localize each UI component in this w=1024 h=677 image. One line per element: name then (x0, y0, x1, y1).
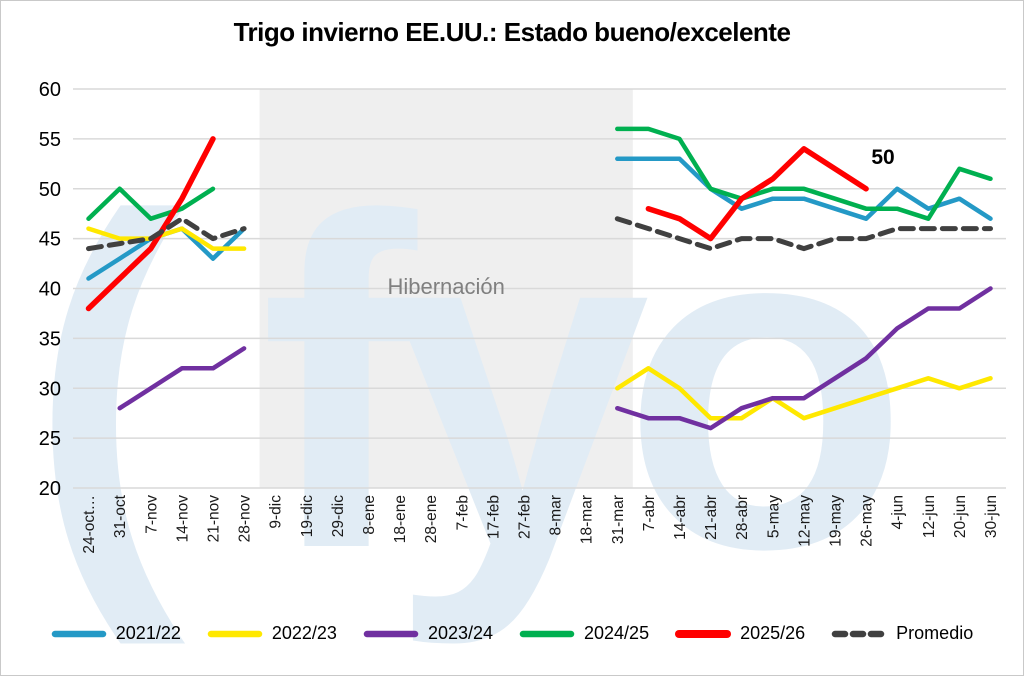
legend-swatch-icon (519, 630, 575, 637)
last-value-annotation: 50 (871, 146, 894, 169)
y-axis-tick-label: 55 (39, 129, 61, 151)
legend-item-Promedio: Promedio (831, 623, 973, 644)
x-axis-tick-label: 14-nov (174, 495, 191, 543)
series-line-2024-25 (86, 186, 216, 221)
series-line-2021-22 (615, 156, 993, 221)
y-axis-tick-label: 35 (39, 328, 61, 350)
legend-item-2021-22: 2021/22 (51, 623, 181, 644)
series-line-2022-23 (615, 366, 993, 421)
legend-label: 2024/25 (584, 623, 650, 643)
x-axis-tick-label: 28-abr (734, 495, 751, 540)
chart-legend: 2021/22 2022/23 2023/24 2024/25 2025/26 Prome… (1, 623, 1023, 644)
legend-label: Promedio (896, 623, 974, 643)
legend-item-2023-24: 2023/24 (363, 623, 493, 644)
x-axis-tick-label: 27-feb (516, 495, 533, 539)
y-axis-tick-label: 45 (39, 229, 61, 251)
x-axis-tick-label: 12-may (796, 495, 813, 547)
series-line-Promedio (86, 216, 247, 252)
legend-swatch-icon (51, 630, 107, 637)
x-axis-tick-label: 28-ene (423, 495, 440, 543)
x-axis-tick-label: 26-may (859, 495, 876, 547)
x-axis-tick-label: 18-ene (392, 495, 409, 543)
series-line-2022-23 (86, 226, 247, 251)
x-axis-tick-label: 18-mar (579, 495, 596, 544)
y-axis-tick-label: 60 (39, 79, 61, 101)
legend-label: 2021/22 (115, 623, 181, 643)
x-axis-tick-label: 28-nov (237, 495, 254, 543)
y-axis-tick-label: 20 (39, 478, 61, 500)
legend-item-2024-25: 2024/25 (519, 623, 649, 644)
x-axis-tick-label: 8-mar (548, 495, 565, 535)
legend-label: 2022/23 (271, 623, 337, 643)
x-axis-tick-label: 7-nov (143, 495, 160, 534)
x-axis-tick-label: 31-mar (610, 495, 627, 544)
y-axis-tick-label: 30 (39, 378, 61, 400)
legend-label: 2023/24 (427, 623, 494, 643)
hibernation-label: Hibernación (387, 274, 504, 299)
x-axis-tick-label: 19-dic (299, 495, 316, 537)
x-axis-tick-label: 14-abr (672, 495, 689, 540)
chart-title: Trigo invierno EE.UU.: Estado bueno/exce… (233, 17, 791, 47)
y-axis-tick-label: 40 (39, 279, 61, 301)
series-line-2023-24 (615, 286, 993, 431)
x-axis-tick-label: 21-nov (205, 495, 222, 543)
series-line-2024-25 (615, 126, 993, 221)
x-axis-tick-label: 7-feb (454, 495, 471, 530)
x-axis-tick-label: 5-may (765, 495, 782, 538)
legend-label: 2025/26 (740, 623, 806, 643)
x-axis-tick-label: 4-jun (890, 495, 907, 529)
series-line-2023-24 (117, 346, 247, 411)
y-axis-tick-label: 50 (39, 179, 61, 201)
x-axis-tick-label: 21-abr (703, 495, 720, 540)
x-axis-tick-label: 19-may (827, 495, 844, 547)
x-axis-tick-label: 17-feb (485, 495, 502, 539)
legend-swatch-icon (831, 630, 887, 637)
series-line-Promedio (614, 216, 993, 252)
legend-swatch-icon (363, 630, 419, 637)
legend-item-2022-23: 2022/23 (207, 623, 337, 644)
legend-swatch-icon (207, 630, 263, 637)
x-axis-tick-label: 9-dic (268, 495, 285, 529)
legend-swatch-icon (675, 629, 732, 638)
x-axis-tick-label: 29-dic (330, 495, 347, 537)
x-axis-tick-label: 12-jun (921, 495, 938, 538)
legend-item-2025-26: 2025/26 (675, 623, 805, 644)
x-axis-tick-label: 30-jun (983, 495, 1000, 538)
x-axis-tick-label: 24-oct… (81, 495, 98, 554)
x-axis-tick-label: 8-ene (361, 495, 378, 535)
x-axis-tick-label: 7-abr (641, 495, 658, 531)
x-axis-tick-label: 31-oct (112, 494, 129, 538)
series-line-2025-26 (85, 136, 216, 312)
series-line-2025-26 (645, 146, 869, 242)
x-axis-tick-label: 20-jun (952, 495, 969, 538)
y-axis-tick-label: 25 (39, 428, 61, 450)
